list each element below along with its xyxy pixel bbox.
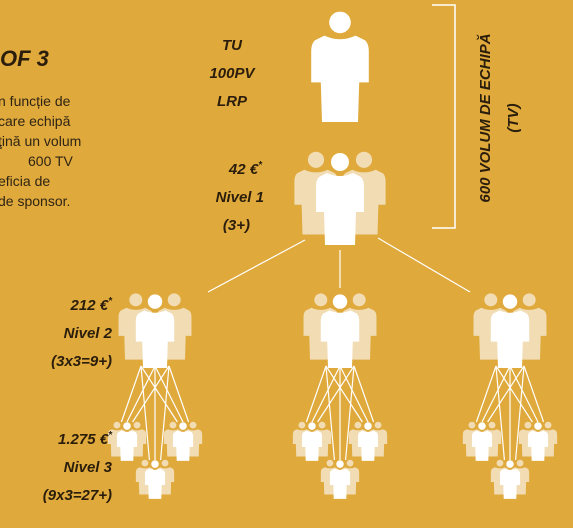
level-name: Nivel 3 bbox=[64, 459, 113, 476]
person-head bbox=[333, 294, 347, 308]
amount: 212 € bbox=[70, 297, 109, 314]
person-head bbox=[299, 422, 306, 429]
person-head bbox=[170, 422, 177, 429]
person-head bbox=[364, 422, 372, 430]
person-group bbox=[136, 460, 174, 499]
level-amount: 1.275 €* bbox=[58, 430, 113, 448]
person-head bbox=[353, 293, 366, 306]
person-group bbox=[304, 293, 377, 368]
note: * bbox=[108, 296, 113, 307]
team-volume-label: 600 VOLUM DE ECHIPĂ bbox=[477, 33, 494, 202]
para-line: ţină un volum bbox=[0, 133, 81, 149]
level-amount: 212 €* bbox=[70, 296, 114, 314]
person-group bbox=[349, 422, 387, 461]
level-count: (3+) bbox=[223, 217, 250, 234]
person-group bbox=[119, 293, 192, 368]
person bbox=[311, 12, 369, 122]
person-head bbox=[308, 422, 316, 430]
infographic: OF 3 n funcție de care echipă ţină un vo… bbox=[0, 0, 573, 528]
you-line: LRP bbox=[217, 93, 248, 110]
person-head bbox=[534, 422, 542, 430]
person-head bbox=[497, 460, 504, 467]
you-label: TU 100PV LRP bbox=[209, 37, 256, 110]
person-head bbox=[327, 460, 334, 467]
person-head bbox=[134, 422, 141, 429]
amount: 1.275 € bbox=[58, 431, 109, 448]
person-head bbox=[355, 422, 362, 429]
team-volume: 600 VOLUM DE ECHIPĂ (TV) bbox=[477, 33, 522, 202]
person-group bbox=[321, 460, 359, 499]
para-line: care echipă bbox=[0, 113, 71, 129]
person-head bbox=[331, 153, 349, 171]
person-body bbox=[311, 36, 369, 122]
person-head bbox=[356, 152, 372, 168]
person-head bbox=[114, 422, 121, 429]
paragraph: n funcție de care echipă ţină un volum 6… bbox=[0, 93, 81, 209]
person-head bbox=[319, 422, 326, 429]
person-head bbox=[190, 422, 197, 429]
person-head bbox=[517, 460, 524, 467]
level-name: Nivel 2 bbox=[64, 325, 113, 342]
level-2-label: 212 €* Nivel 2 (3x3=9+) bbox=[51, 296, 113, 370]
person-head bbox=[484, 293, 497, 306]
para-line: eficia de bbox=[0, 173, 50, 189]
level-name: Nivel 1 bbox=[216, 189, 264, 206]
note: * bbox=[258, 160, 263, 171]
person-head bbox=[525, 422, 532, 429]
person-head bbox=[545, 422, 552, 429]
connector bbox=[208, 240, 305, 292]
person-group bbox=[164, 422, 202, 461]
person-group bbox=[108, 422, 146, 461]
person-head bbox=[523, 293, 536, 306]
connector bbox=[378, 238, 470, 292]
team-volume-unit: (TV) bbox=[505, 103, 522, 132]
person-head bbox=[151, 460, 159, 468]
level-3-label: 1.275 €* Nivel 3 (9x3=27+) bbox=[43, 430, 113, 504]
person-head bbox=[123, 422, 131, 430]
person-head bbox=[129, 293, 142, 306]
person-group bbox=[474, 293, 547, 368]
para-line: n funcție de bbox=[0, 93, 71, 109]
you-line: TU bbox=[222, 37, 243, 54]
para-line: 600 TV bbox=[28, 153, 74, 169]
person-group bbox=[519, 422, 557, 461]
person-head bbox=[162, 460, 169, 467]
person-group bbox=[463, 422, 501, 461]
person-head bbox=[329, 12, 351, 34]
person-head bbox=[375, 422, 382, 429]
para-line: de sponsor. bbox=[0, 193, 70, 209]
person-head bbox=[489, 422, 496, 429]
person-head bbox=[469, 422, 476, 429]
person-head bbox=[506, 460, 514, 468]
title: OF 3 bbox=[0, 46, 49, 71]
person-head bbox=[336, 460, 344, 468]
amount: 42 € bbox=[228, 161, 259, 178]
you-line: 100PV bbox=[209, 65, 256, 82]
person-group bbox=[491, 460, 529, 499]
person-head bbox=[347, 460, 354, 467]
person-head bbox=[142, 460, 149, 467]
level-amount: 42 €* bbox=[228, 160, 263, 178]
person-head bbox=[503, 294, 517, 308]
bracket bbox=[432, 5, 455, 228]
person-head bbox=[148, 294, 162, 308]
person-head bbox=[308, 152, 324, 168]
level-count: (9x3=27+) bbox=[43, 487, 112, 504]
person-head bbox=[314, 293, 327, 306]
level-count: (3x3=9+) bbox=[51, 353, 112, 370]
person-head bbox=[168, 293, 181, 306]
person-head bbox=[478, 422, 486, 430]
person-head bbox=[179, 422, 187, 430]
person-group bbox=[294, 152, 385, 245]
level-1-label: 42 €* Nivel 1 (3+) bbox=[216, 160, 264, 234]
person-group bbox=[293, 422, 331, 461]
